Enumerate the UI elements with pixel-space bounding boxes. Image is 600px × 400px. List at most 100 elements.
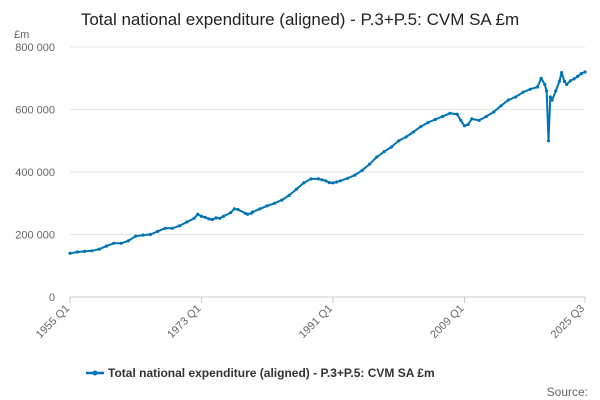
data-point[interactable]	[294, 187, 299, 191]
data-point[interactable]	[562, 79, 567, 83]
data-point[interactable]	[327, 181, 331, 185]
data-point[interactable]	[338, 179, 342, 183]
data-point[interactable]	[287, 193, 291, 197]
data-point[interactable]	[455, 112, 459, 116]
data-point[interactable]	[75, 250, 79, 254]
data-point[interactable]	[404, 135, 408, 139]
data-point[interactable]	[207, 217, 211, 221]
data-point[interactable]	[466, 122, 470, 127]
data-point[interactable]	[199, 214, 204, 218]
data-point[interactable]	[433, 117, 437, 122]
data-point[interactable]	[309, 177, 313, 181]
data-point[interactable]	[492, 110, 496, 114]
data-point[interactable]	[178, 224, 182, 228]
data-point[interactable]	[272, 201, 277, 205]
data-point[interactable]	[579, 72, 583, 76]
data-point[interactable]	[265, 204, 269, 208]
data-point[interactable]	[203, 215, 207, 219]
data-point[interactable]	[134, 234, 138, 238]
data-point[interactable]	[477, 118, 481, 122]
data-point[interactable]	[583, 70, 587, 74]
data-point[interactable]	[163, 226, 167, 230]
data-point[interactable]	[214, 216, 218, 220]
data-point[interactable]	[499, 104, 503, 108]
data-point[interactable]	[548, 95, 552, 99]
data-point[interactable]	[535, 85, 540, 89]
data-point[interactable]	[192, 216, 196, 220]
data-point[interactable]	[576, 74, 580, 78]
data-point[interactable]	[568, 79, 573, 83]
data-point[interactable]	[232, 207, 236, 211]
data-point[interactable]	[346, 176, 350, 180]
legend-label: Total national expenditure (aligned) - P…	[108, 366, 435, 380]
data-point[interactable]	[280, 198, 284, 202]
data-point[interactable]	[546, 139, 551, 143]
y-tick-label: 200 000	[15, 230, 55, 242]
data-point[interactable]	[90, 249, 94, 253]
data-point[interactable]	[448, 111, 452, 115]
data-point[interactable]	[565, 82, 569, 87]
data-point[interactable]	[367, 162, 372, 166]
data-point[interactable]	[324, 179, 328, 183]
data-point[interactable]	[97, 247, 101, 251]
data-point[interactable]	[68, 251, 72, 255]
data-point[interactable]	[545, 89, 549, 93]
data-point[interactable]	[560, 71, 564, 75]
data-point[interactable]	[316, 177, 320, 181]
source-label: Source:	[547, 385, 588, 399]
data-point[interactable]	[572, 77, 576, 81]
data-point[interactable]	[360, 168, 364, 172]
data-point[interactable]	[550, 98, 554, 102]
data-point[interactable]	[210, 217, 214, 222]
data-point[interactable]	[426, 121, 430, 125]
data-point[interactable]	[353, 173, 357, 177]
data-point[interactable]	[375, 155, 379, 159]
data-point[interactable]	[83, 249, 87, 253]
chart-title: Total national expenditure (aligned) - P…	[81, 10, 519, 29]
data-point[interactable]	[196, 212, 200, 216]
data-point[interactable]	[320, 178, 324, 182]
data-point[interactable]	[441, 114, 445, 118]
data-point[interactable]	[229, 211, 233, 215]
data-point[interactable]	[528, 87, 532, 91]
data-point[interactable]	[156, 229, 160, 233]
data-point[interactable]	[470, 117, 474, 121]
data-point[interactable]	[221, 214, 225, 218]
data-point[interactable]	[335, 180, 339, 184]
data-point[interactable]	[554, 89, 558, 93]
data-point[interactable]	[539, 76, 543, 80]
data-point[interactable]	[543, 82, 547, 87]
x-tick-label: 2009 Q1	[428, 303, 466, 341]
data-point[interactable]	[258, 207, 262, 211]
data-point[interactable]	[521, 90, 525, 94]
data-point[interactable]	[411, 130, 415, 134]
data-point[interactable]	[397, 139, 401, 143]
data-point[interactable]	[148, 232, 152, 237]
data-series	[68, 70, 587, 255]
data-point[interactable]	[382, 150, 386, 154]
data-point[interactable]	[126, 239, 130, 243]
data-point[interactable]	[419, 125, 423, 129]
data-point[interactable]	[484, 114, 488, 118]
data-point[interactable]	[218, 216, 222, 220]
legend[interactable]: Total national expenditure (aligned) - P…	[86, 366, 435, 380]
data-point[interactable]	[302, 181, 306, 185]
data-point[interactable]	[251, 210, 255, 214]
data-point[interactable]	[557, 79, 562, 83]
data-point[interactable]	[506, 98, 510, 102]
data-point[interactable]	[462, 124, 467, 128]
data-point[interactable]	[514, 95, 518, 99]
data-point[interactable]	[112, 241, 116, 245]
data-point[interactable]	[119, 241, 123, 245]
data-point[interactable]	[104, 244, 109, 248]
data-point[interactable]	[459, 118, 463, 122]
data-point[interactable]	[141, 233, 145, 237]
data-point[interactable]	[185, 220, 189, 224]
y-axis: 0 200 000 400 000 600 000 800 000	[15, 42, 55, 304]
data-point[interactable]	[170, 226, 174, 230]
data-point[interactable]	[245, 212, 250, 216]
data-point[interactable]	[331, 181, 335, 185]
data-point[interactable]	[236, 207, 240, 212]
data-point[interactable]	[389, 145, 393, 149]
